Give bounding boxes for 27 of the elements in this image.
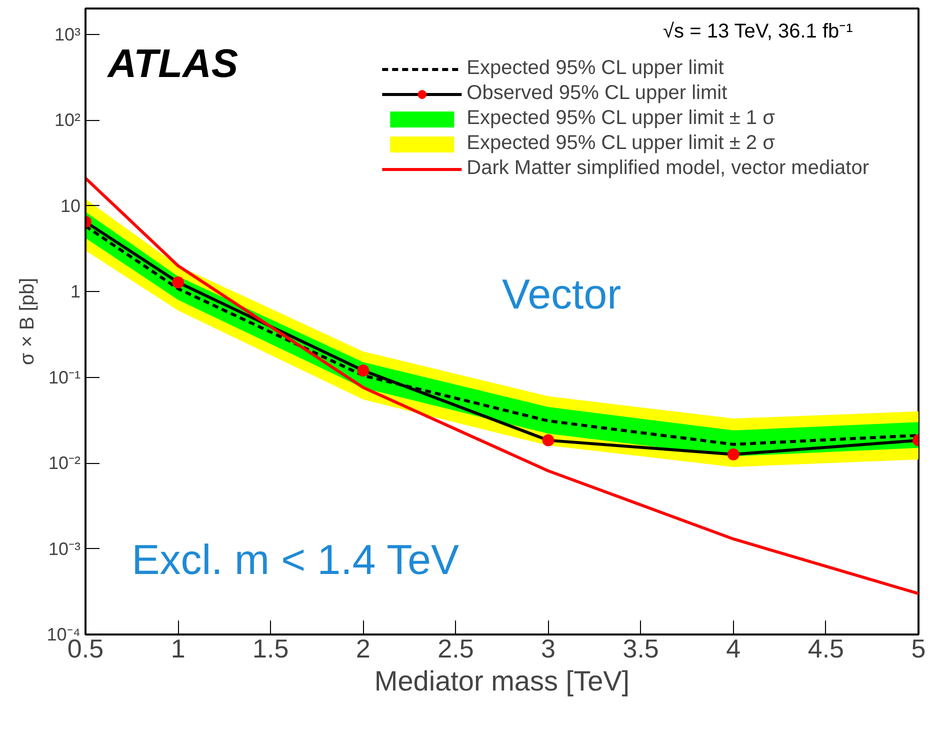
legend-label: Expected 95% CL upper limit ± 1 σ — [466, 107, 775, 130]
x-tick-label: 4 — [726, 634, 741, 664]
legend-label: Expected 95% CL upper limit — [466, 57, 724, 80]
y-tick-label: 1 — [70, 282, 81, 302]
legend-label: Expected 95% CL upper limit ± 2 σ — [466, 132, 775, 155]
x-tick-label: 3 — [541, 634, 556, 664]
x-axis-title: Mediator mass [TeV] — [374, 666, 630, 696]
x-tick-label: 5 — [911, 634, 926, 664]
legend-label: Observed 95% CL upper limit — [466, 82, 728, 105]
y-tick-label: 10² — [54, 110, 81, 130]
x-tick-label: 1 — [170, 634, 186, 664]
annotation: √s = 13 TeV, 36.1 fb⁻¹ — [663, 20, 854, 43]
x-tick-label: 2.5 — [438, 634, 474, 664]
x-tick-label: 4.5 — [808, 634, 844, 664]
legend-label: Dark Matter simplified model, vector mediator — [466, 157, 869, 180]
annotation: ATLAS — [106, 42, 238, 86]
y-tick-label: 10⁻¹ — [48, 367, 81, 388]
x-tick-label: 2 — [356, 634, 370, 664]
annotation: Vector — [502, 270, 622, 318]
y-tick-label: 10⁻³ — [48, 538, 81, 559]
y-axis-title: σ × B [pb] — [16, 278, 39, 366]
x-tick-label: 3.5 — [622, 634, 659, 664]
y-tick-label: 10⁻² — [48, 453, 81, 474]
x-tick-label: 1.5 — [252, 634, 289, 664]
y-tick-label: 10³ — [54, 24, 81, 44]
annotation: Excl. m < 1.4 TeV — [132, 536, 459, 583]
y-tick-label: 10 — [60, 196, 81, 216]
